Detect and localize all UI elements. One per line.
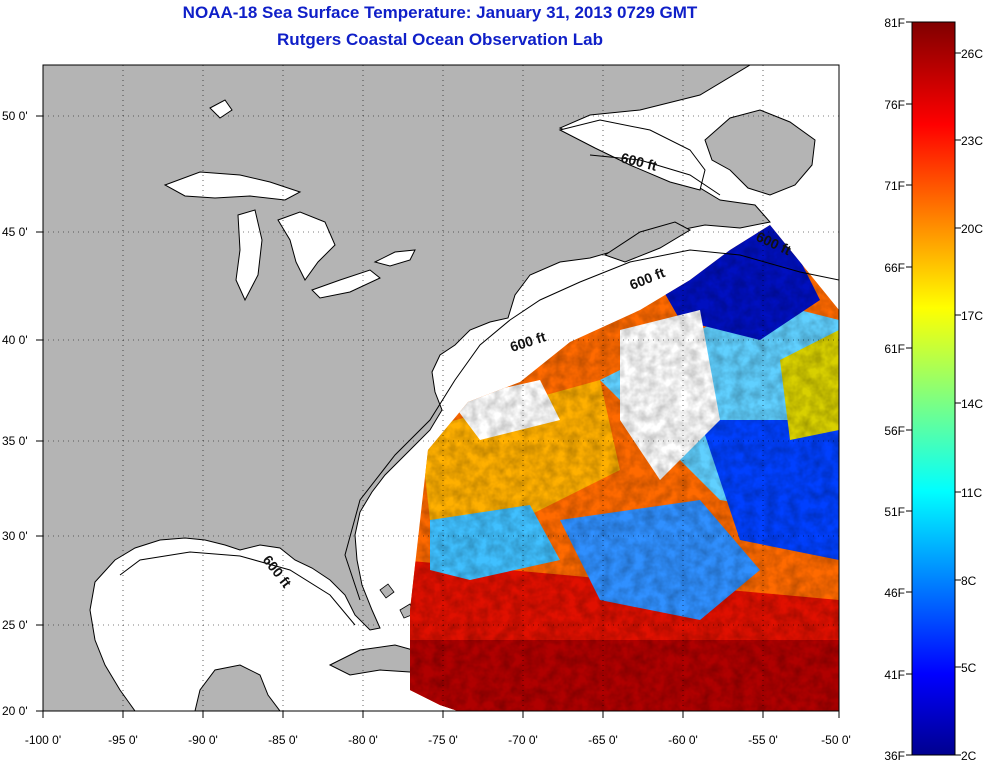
map-subtitle: Rutgers Coastal Ocean Observation Lab: [277, 30, 603, 49]
lon-tick-label: -75 0': [428, 733, 458, 747]
lat-tick-label: 40 0': [2, 333, 28, 347]
colorbar-f-label: 56F: [884, 424, 905, 438]
land-yucatan: [194, 664, 281, 711]
lat-tick-label: 30 0': [2, 529, 28, 543]
lat-tick-label: 45 0': [2, 225, 28, 239]
lon-tick-label: -65 0': [588, 733, 618, 747]
colorbar-f-label: 81F: [884, 16, 905, 30]
lon-tick-label: -80 0': [348, 733, 378, 747]
lon-tick-label: -50 0': [821, 733, 851, 747]
lon-tick-label: -55 0': [748, 733, 778, 747]
great-lakes: [163, 99, 416, 302]
colorbar-c-label: 17C: [961, 309, 983, 323]
land-newfoundland: [704, 109, 816, 196]
colorbar-f-label: 41F: [884, 668, 905, 682]
lat-tick-label: 20 0': [2, 704, 28, 718]
colorbar-c-label: 11C: [961, 486, 982, 500]
lon-tick-label: -100 0': [25, 733, 61, 747]
colorbar-f-label: 71F: [884, 179, 905, 193]
isobath-600ft: [119, 154, 839, 626]
colorbar-c-label: 20C: [961, 222, 983, 236]
lon-tick-label: -85 0': [268, 733, 298, 747]
colorbar-c-label: 5C: [961, 661, 977, 675]
colorbar-f-label: 61F: [884, 342, 905, 356]
lat-tick-label: 50 0': [2, 109, 28, 123]
colorbar-f-label: 36F: [884, 749, 905, 763]
colorbar-f-label: 51F: [884, 505, 905, 519]
lon-tick-label: -90 0': [188, 733, 218, 747]
colorbar-f-label: 46F: [884, 586, 905, 600]
colorbar-c-label: 8C: [961, 574, 977, 588]
lat-tick-label: 35 0': [2, 434, 28, 448]
colorbar-c-label: 23C: [961, 134, 983, 148]
sst-swath: [410, 225, 839, 711]
colorbar-f-label: 76F: [884, 98, 905, 112]
lon-tick-label: -60 0': [668, 733, 698, 747]
land-north-america: [43, 65, 771, 711]
colorbar: [911, 21, 956, 756]
map-title: NOAA-18 Sea Surface Temperature: January…: [182, 3, 698, 22]
colorbar-c-label: 14C: [961, 397, 983, 411]
lat-tick-label: 25 0': [2, 618, 28, 632]
gulf-st-lawrence: [558, 119, 706, 191]
lon-tick-label: -95 0': [108, 733, 138, 747]
colorbar-c-label: 2C: [961, 749, 977, 763]
lon-tick-label: -70 0': [508, 733, 538, 747]
colorbar-c-label: 26C: [961, 47, 983, 61]
colorbar-f-label: 66F: [884, 261, 905, 275]
